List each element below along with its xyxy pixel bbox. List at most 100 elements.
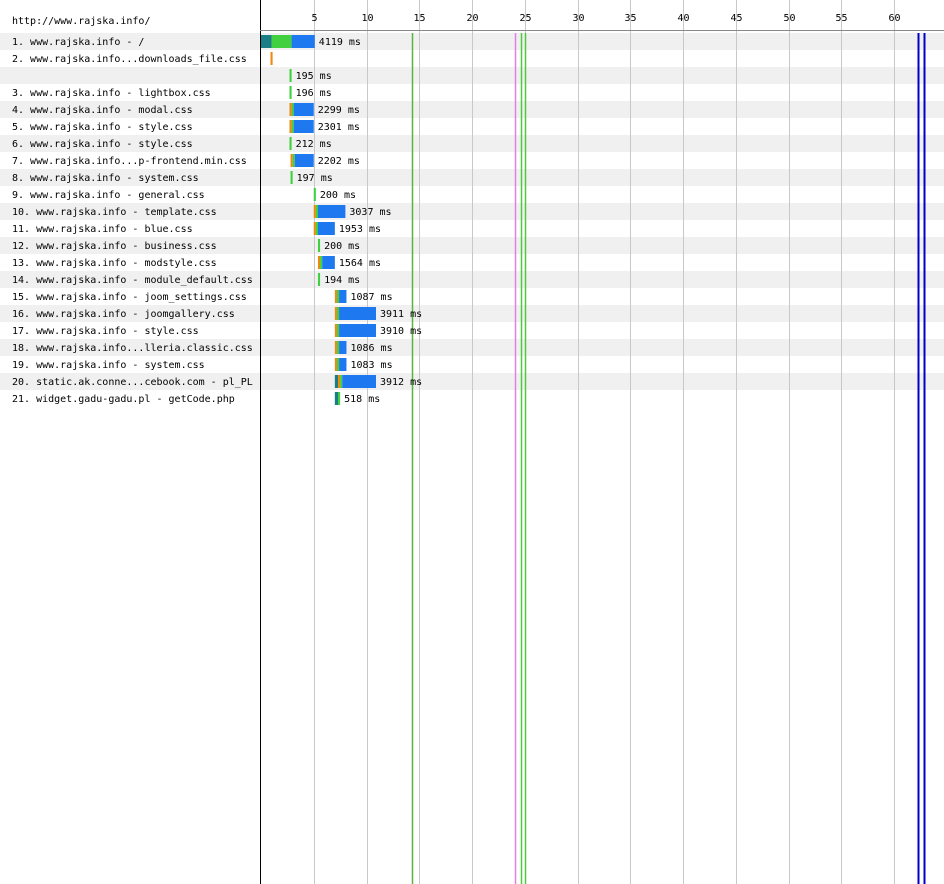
duration-label: 2299 ms [318,105,360,116]
duration-label: 195 ms [296,71,332,82]
request-label[interactable]: 12. www.rajska.info - business.css [12,241,217,252]
event-markers [411,33,926,884]
ttfb-segment [290,171,293,184]
download-segment [293,120,314,133]
duration-label: 2202 ms [318,156,360,167]
dns-segment [261,35,272,48]
page-url: http://www.rajska.info/ [12,16,150,27]
ttfb-segment [291,103,294,116]
request-label[interactable]: 2. www.rajska.info...downloads_file.css [12,54,247,65]
x-tick-label: 25 [519,13,531,24]
ttfb-segment [313,188,316,201]
ttfb-segment [289,86,292,99]
request-label[interactable]: 5. www.rajska.info - style.css [12,122,193,133]
x-tick-label: 40 [677,13,689,24]
request-label[interactable]: 19. www.rajska.info - system.css [12,360,205,371]
request-label[interactable]: 20. static.ak.conne...cebook.com - pl_PL [12,377,253,388]
download-segment [339,341,347,354]
download-segment [291,35,315,48]
connect-segment [317,256,321,269]
ttfb-segment [336,290,340,303]
connect-segment [313,222,316,235]
duration-label: 212 ms [296,139,332,150]
ttfb-segment [315,205,318,218]
ttfb-segment [289,69,292,82]
ttfb-segment [320,256,323,269]
duration-label: 194 ms [324,275,360,286]
request-label[interactable]: 6. www.rajska.info - style.css [12,139,193,150]
request-label[interactable]: 9. www.rajska.info - general.css [12,190,205,201]
download-segment [339,324,376,337]
dns-segment [334,375,339,388]
duration-label: 200 ms [320,190,356,201]
duration-label: 3910 ms [380,326,422,337]
download-segment [317,222,335,235]
download-segment [294,154,314,167]
ttfb-segment [317,239,321,252]
duration-label: 2301 ms [318,122,360,133]
connect-segment [334,324,337,337]
request-label[interactable]: 4. www.rajska.info - modal.css [12,105,193,116]
request-bars [261,35,376,405]
duration-label: 3037 ms [349,207,391,218]
ttfb-segment [291,120,294,133]
grid-lines [314,0,895,884]
duration-label: 196 ms [296,88,332,99]
ttfb-segment [336,307,340,320]
duration-label: 1083 ms [350,360,392,371]
download-segment [339,307,376,320]
duration-label: 1953 ms [339,224,381,235]
duration-label: 1087 ms [350,292,392,303]
connect-segment [289,120,292,133]
request-label[interactable]: 14. www.rajska.info - module_default.css [12,275,253,286]
duration-label: 3911 ms [380,309,422,320]
ttfb-segment [317,273,321,286]
connect-segment [334,290,337,303]
duration-label: 3912 ms [380,377,422,388]
ttfb-segment [336,341,340,354]
duration-label: 1564 ms [339,258,381,269]
ttfb-segment [289,137,292,150]
download-segment [322,256,335,269]
x-tick-label: 45 [730,13,742,24]
download-segment [293,103,314,116]
request-label[interactable]: 18. www.rajska.info...lleria.classic.css [12,343,253,354]
connect-segment [270,52,273,65]
request-label[interactable]: 17. www.rajska.info - style.css [12,326,199,337]
request-label[interactable]: 13. www.rajska.info - modstyle.css [12,258,217,269]
download-segment [317,205,346,218]
ttfb-segment [292,154,295,167]
x-tick-label: 15 [413,13,425,24]
duration-label: 200 ms [324,241,360,252]
x-tick-label: 30 [572,13,584,24]
x-axis-ticks: 5 10 15 20 25 30 35 40 45 50 55 60 [311,13,900,24]
connect-segment [289,103,292,116]
x-tick-label: 50 [783,13,795,24]
dns-segment [334,392,339,405]
request-label[interactable]: 10. www.rajska.info - template.css [12,207,217,218]
request-label[interactable]: 7. www.rajska.info...p-frontend.min.css [12,156,247,167]
connect-segment [334,358,337,371]
x-tick-label: 10 [361,13,373,24]
request-label[interactable]: 3. www.rajska.info - lightbox.css [12,88,211,99]
request-label[interactable]: 8. www.rajska.info - system.css [12,173,199,184]
connect-segment [334,307,337,320]
request-label[interactable]: 21. widget.gadu-gadu.pl - getCode.php [12,394,235,405]
ttfb-segment [340,375,343,388]
request-label[interactable]: 16. www.rajska.info - joomgallery.css [12,309,235,320]
x-tick-label: 60 [888,13,900,24]
x-tick-label: 35 [624,13,636,24]
download-segment [342,375,376,388]
request-label[interactable]: 11. www.rajska.info - blue.css [12,224,193,235]
ttfb-segment [315,222,318,235]
connect-segment [338,375,341,388]
x-tick-label: 20 [466,13,478,24]
request-label[interactable]: 15. www.rajska.info - joom_settings.css [12,292,247,303]
ttfb-segment [336,358,340,371]
request-label[interactable]: 1. www.rajska.info - / [12,37,144,48]
download-segment [339,290,347,303]
duration-label: 197 ms [297,173,333,184]
duration-label: 4119 ms [319,37,361,48]
request-labels: 1. www.rajska.info - / 4119 ms 2. www.rajs… [12,37,422,405]
